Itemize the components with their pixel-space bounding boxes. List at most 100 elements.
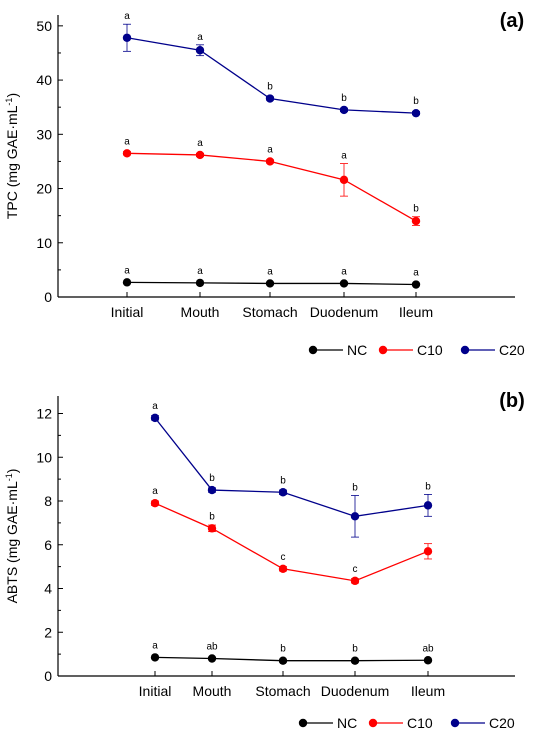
data-point-c20: [265, 94, 275, 103]
legend-label-nc: NC: [347, 342, 367, 358]
significance-letter-nc: a: [341, 266, 347, 277]
data-point-c10: [411, 216, 421, 226]
significance-letter-c20: a: [197, 32, 203, 43]
significance-letter-c10: b: [209, 511, 215, 522]
data-point-nc: [122, 278, 132, 287]
legend-marker-c10: [378, 345, 388, 355]
legend-label-c10: C10: [417, 342, 443, 358]
significance-letter-c20: b: [341, 93, 347, 104]
series-line-c20: [154, 417, 429, 517]
data-point-c20: [122, 33, 132, 42]
significance-letter-c10: a: [124, 136, 130, 147]
y-tick-label: 12: [36, 406, 52, 422]
significance-letter-c10: a: [267, 144, 273, 155]
x-tick-label: Mouth: [181, 304, 220, 320]
significance-letter-c20: b: [209, 473, 215, 484]
significance-letter-nc: ab: [422, 643, 434, 654]
data-point-c10: [339, 175, 349, 185]
significance-letter-nc: a: [152, 640, 158, 651]
y-tick-label: 0: [44, 289, 52, 305]
significance-letter-c20: b: [352, 483, 358, 494]
y-tick-label: 50: [36, 18, 52, 34]
y-tick-label: 2: [44, 624, 52, 640]
y-tick-label: 4: [44, 581, 52, 597]
legend-marker-nc: [298, 718, 308, 728]
data-point-nc: [278, 656, 288, 665]
significance-letter-c10: a: [197, 138, 203, 149]
significance-letter-nc: a: [124, 265, 130, 276]
x-tick-label: Ileum: [399, 304, 433, 320]
data-point-c20: [339, 105, 349, 115]
data-point-c20: [195, 46, 205, 55]
significance-letter-nc: b: [280, 644, 286, 655]
significance-letter-c20: a: [152, 401, 158, 412]
data-point-c10: [207, 524, 217, 533]
legend-label-c20: C20: [499, 342, 525, 358]
legend-marker-c20: [450, 718, 460, 728]
x-tick-label: Ileum: [411, 683, 445, 699]
data-point-c20: [350, 512, 360, 521]
y-tick-label: 0: [44, 668, 52, 684]
chart-panel-a: 0 10 20 30 40 50 Initial Mouth Stomach Duodenum Il…: [4, 10, 525, 358]
x-tick-label: Mouth: [193, 683, 232, 699]
data-point-nc: [265, 279, 275, 288]
legend-label-nc: NC: [337, 715, 357, 731]
x-tick-label: Stomach: [255, 683, 310, 699]
series-line-nc: [154, 656, 429, 662]
data-point-nc: [150, 653, 160, 662]
y-tick-label: 8: [44, 493, 52, 509]
significance-letter-c10: c: [353, 564, 358, 575]
data-point-nc: [339, 279, 349, 288]
x-tick-label: Initial: [111, 304, 144, 320]
series-line-c10: [154, 502, 429, 582]
data-point-c10: [265, 157, 275, 166]
significance-letter-nc: ab: [206, 642, 218, 653]
y-axis-title: TPC (mg GAE·mL-1): [4, 93, 20, 219]
y-tick-label: 10: [36, 449, 52, 465]
data-point-c10: [122, 149, 132, 158]
data-point-c20: [411, 108, 421, 118]
y-tick-label: 6: [44, 537, 52, 553]
x-tick-label: Stomach: [242, 304, 297, 320]
y-axis-title: ABTS (mg GAE·mL-1): [4, 469, 20, 604]
x-tick-label: Initial: [139, 683, 172, 699]
y-tick-label: 20: [36, 181, 52, 197]
legend: NC C10 C20: [298, 715, 515, 731]
x-tick-label: Duodenum: [321, 683, 390, 699]
significance-letter-c10: c: [281, 552, 286, 563]
data-point-c20: [423, 501, 433, 510]
significance-letter-c20: b: [280, 475, 286, 486]
legend-marker-c10: [368, 718, 378, 728]
significance-letter-nc: a: [413, 268, 419, 279]
y-tick-label: 10: [36, 235, 52, 251]
significance-letter-c20: b: [267, 82, 273, 93]
data-point-c20: [278, 488, 288, 497]
panel-label: (b): [499, 390, 525, 412]
y-tick-label: 30: [36, 126, 52, 142]
legend: NC C10 C20: [308, 342, 525, 358]
significance-letter-nc: b: [352, 644, 358, 655]
data-point-c10: [278, 564, 288, 574]
y-tick-label: 40: [36, 72, 52, 88]
panel-label: (a): [500, 10, 524, 32]
legend-label-c20: C20: [489, 715, 515, 731]
chart-panel-b: 0 2 4 6 8 10 12 Initial Mouth Stomach Duodenum Ileu…: [4, 390, 525, 731]
legend-marker-c20: [460, 345, 470, 355]
data-point-nc: [207, 654, 217, 663]
significance-letter-nc: a: [267, 266, 273, 277]
significance-letter-c20: b: [425, 481, 431, 492]
significance-letter-c10: a: [152, 486, 158, 497]
legend-marker-nc: [308, 345, 318, 355]
data-point-c20: [150, 413, 160, 423]
significance-letter-c20: b: [413, 96, 419, 107]
data-point-c20: [207, 485, 217, 495]
data-point-c10: [150, 498, 160, 508]
data-point-nc: [195, 278, 205, 288]
significance-letter-c10: b: [413, 204, 419, 215]
significance-letter-c20: a: [124, 11, 130, 22]
data-point-c10: [195, 150, 205, 160]
data-point-c10: [423, 547, 433, 556]
x-tick-label: Duodenum: [310, 304, 379, 320]
significance-letter-c10: a: [341, 151, 347, 162]
